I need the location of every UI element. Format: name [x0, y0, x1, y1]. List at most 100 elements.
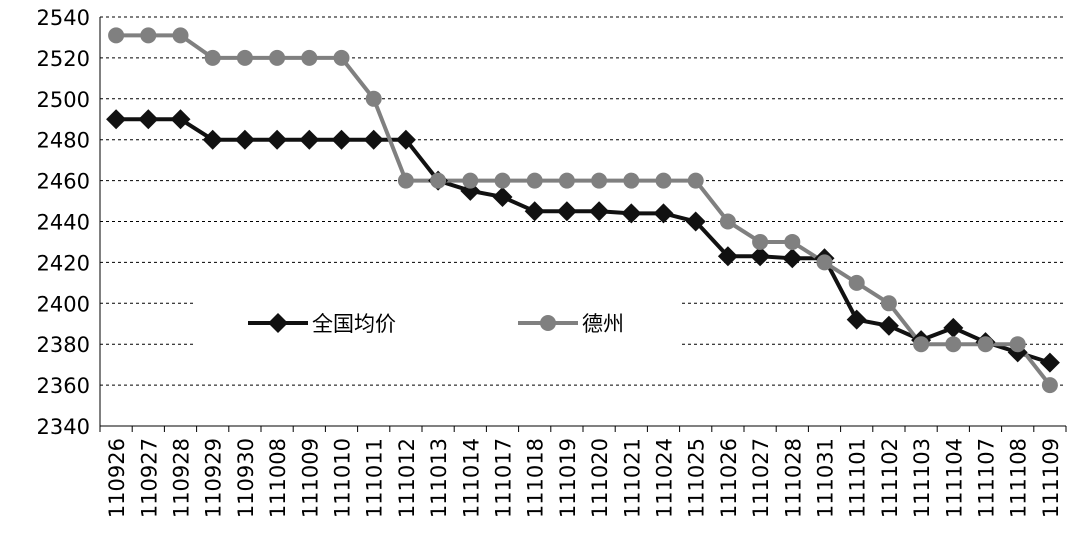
x-tick-label: 111014 — [459, 438, 483, 518]
data-point — [782, 248, 803, 269]
data-point — [816, 254, 833, 271]
x-tick-label: 110927 — [137, 438, 161, 518]
data-point — [846, 309, 867, 330]
y-tick-label: 2340 — [37, 415, 90, 439]
data-point — [106, 109, 127, 130]
y-tick-label: 2480 — [37, 129, 90, 153]
x-tick-label: 111020 — [588, 438, 612, 518]
x-tick-label: 111017 — [492, 438, 516, 518]
x-tick-label: 110928 — [170, 438, 194, 518]
data-point — [397, 172, 414, 189]
data-point — [913, 336, 930, 353]
x-tick-label: 111026 — [717, 438, 741, 518]
data-point — [655, 172, 672, 189]
y-tick-label: 2360 — [37, 374, 90, 398]
data-point — [848, 274, 865, 291]
data-point — [172, 27, 189, 44]
x-tick-label: 111024 — [653, 438, 677, 518]
data-point — [752, 233, 769, 250]
data-point — [462, 172, 479, 189]
x-tick-label: 111013 — [427, 438, 451, 518]
x-tick-label: 111107 — [975, 438, 999, 518]
data-point — [621, 203, 642, 224]
data-point — [170, 109, 191, 130]
legend-label: 全国均价 — [312, 312, 396, 336]
data-point — [236, 49, 253, 66]
y-tick-label: 2400 — [37, 292, 90, 316]
legend-label: 德州 — [582, 312, 624, 336]
x-tick-label: 111031 — [814, 438, 838, 518]
data-point — [331, 129, 352, 150]
data-point — [945, 336, 962, 353]
x-tick-label: 110930 — [234, 438, 258, 518]
x-tick-label: 111019 — [556, 438, 580, 518]
x-tick-label: 111103 — [910, 438, 934, 518]
x-tick-label: 111028 — [781, 438, 805, 518]
data-point — [717, 246, 738, 267]
data-point — [234, 129, 255, 150]
data-point — [719, 213, 736, 230]
x-tick-label: 111018 — [524, 438, 548, 518]
data-point — [363, 129, 384, 150]
data-point — [591, 172, 608, 189]
data-point — [202, 129, 223, 150]
legend-marker — [268, 313, 288, 333]
data-point — [526, 172, 543, 189]
data-point — [430, 172, 447, 189]
x-tick-label: 111011 — [363, 438, 387, 518]
x-tick-label: 111008 — [266, 438, 290, 518]
y-tick-label: 2380 — [37, 333, 90, 357]
data-point — [750, 246, 771, 267]
data-point — [365, 90, 382, 107]
data-point — [299, 129, 320, 150]
data-point — [977, 336, 994, 353]
y-tick-label: 2540 — [37, 6, 90, 30]
data-point — [784, 233, 801, 250]
legend-marker — [540, 315, 556, 331]
y-tick-label: 2440 — [37, 211, 90, 235]
x-tick-label: 111109 — [1039, 438, 1063, 518]
data-point — [301, 49, 318, 66]
x-tick-label: 110926 — [105, 438, 129, 518]
x-tick-label: 111009 — [298, 438, 322, 518]
x-tick-label: 111101 — [846, 438, 870, 518]
data-point — [492, 186, 513, 207]
x-tick-label: 111012 — [395, 438, 419, 518]
data-point — [395, 129, 416, 150]
y-tick-label: 2460 — [37, 170, 90, 194]
data-point — [269, 49, 286, 66]
data-point — [1041, 377, 1058, 394]
data-point — [653, 203, 674, 224]
data-point — [494, 172, 511, 189]
data-point — [556, 201, 577, 222]
data-point — [138, 109, 159, 130]
data-point — [140, 27, 157, 44]
x-tick-label: 111102 — [878, 438, 902, 518]
data-point — [267, 129, 288, 150]
data-point — [943, 317, 964, 338]
x-tick-label: 111010 — [331, 438, 355, 518]
y-tick-label: 2500 — [37, 88, 90, 112]
x-tick-label: 110929 — [202, 438, 226, 518]
data-point — [333, 49, 350, 66]
y-tick-label: 2520 — [37, 47, 90, 71]
data-point — [1039, 352, 1060, 373]
x-tick-label: 111025 — [685, 438, 709, 518]
y-tick-label: 2420 — [37, 251, 90, 275]
data-point — [880, 295, 897, 312]
data-point — [623, 172, 640, 189]
data-point — [558, 172, 575, 189]
data-point — [687, 172, 704, 189]
x-tick-label: 111108 — [1007, 438, 1031, 518]
data-point — [524, 201, 545, 222]
x-tick-label: 111021 — [620, 438, 644, 518]
data-point — [204, 49, 221, 66]
x-tick-label: 111104 — [942, 438, 966, 518]
data-point — [589, 201, 610, 222]
data-point — [878, 315, 899, 336]
data-point — [1009, 336, 1026, 353]
data-point — [685, 211, 706, 232]
data-point — [108, 27, 125, 44]
x-tick-label: 111027 — [749, 438, 773, 518]
